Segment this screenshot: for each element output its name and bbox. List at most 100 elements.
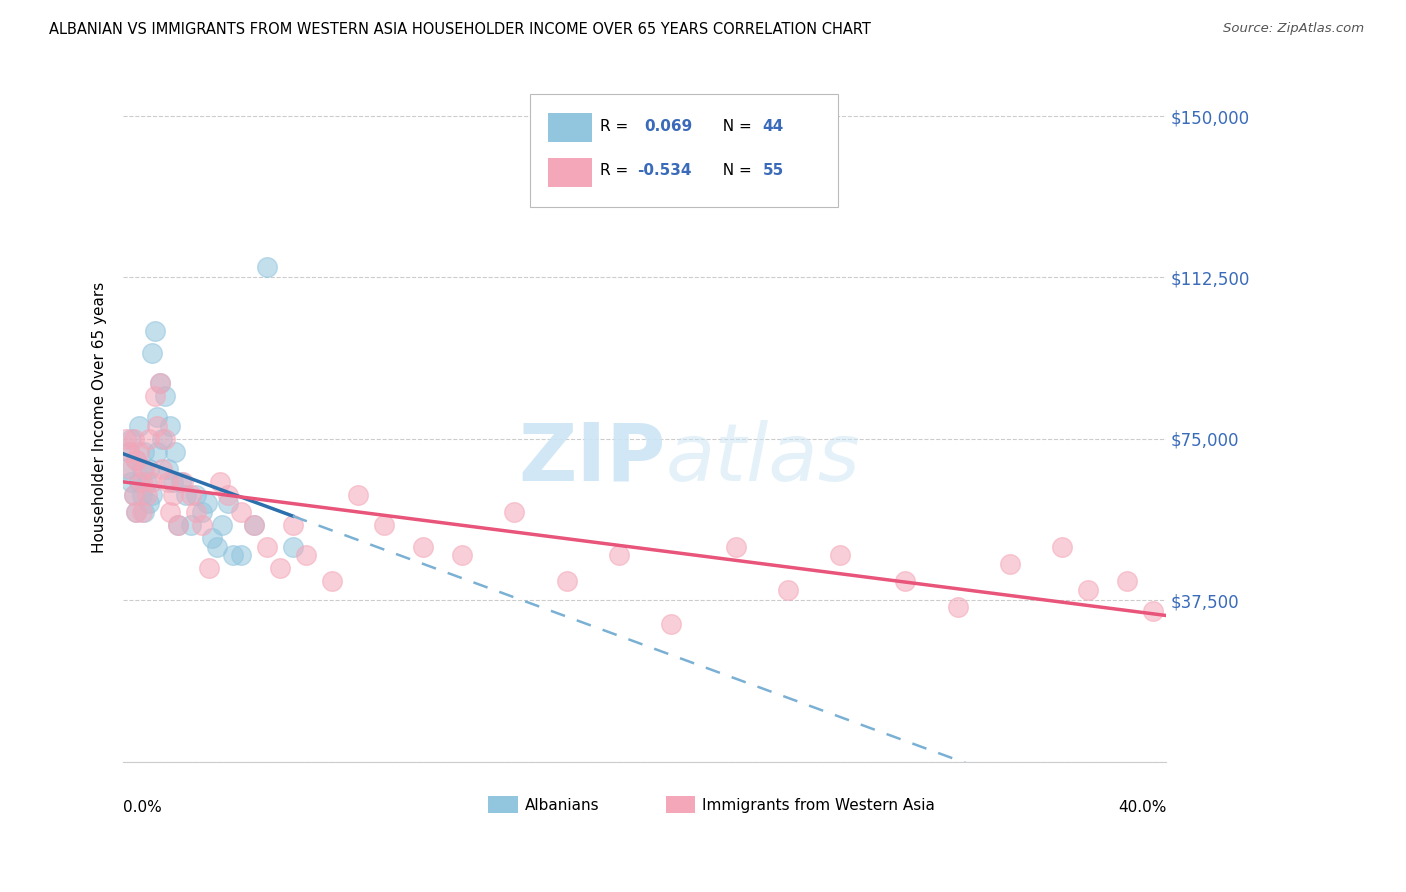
Point [141,475,163,489]
Point [159,505,181,519]
Point [208,475,231,489]
Point [117,445,139,459]
Text: R =: R = [600,119,638,134]
Point [281,540,304,554]
Text: 55: 55 [762,163,783,178]
Point [186,488,208,502]
Point [174,488,197,502]
Text: Immigrants from Western Asia: Immigrants from Western Asia [702,797,935,813]
Point [222,548,245,562]
Point [146,410,169,425]
Point [1050,540,1073,554]
Point [156,475,179,489]
Point [125,453,148,467]
Point [169,475,191,489]
Point [149,376,172,390]
Point [269,561,291,575]
Point [143,389,166,403]
Point [120,475,142,489]
Point [256,540,278,554]
Point [135,475,157,489]
Point [190,505,212,519]
Point [143,324,166,338]
Point [201,531,224,545]
Point [180,488,202,502]
Point [138,432,160,446]
Point [1077,582,1099,597]
Point [724,540,747,554]
Point [190,518,212,533]
Point [198,561,221,575]
Point [125,505,148,519]
Point [146,445,169,459]
Point [152,462,174,476]
Point [167,518,190,533]
Point [125,453,148,467]
Point [167,518,190,533]
Text: R =: R = [600,163,633,178]
Point [120,432,142,446]
Point [217,488,239,502]
Point [229,548,252,562]
Point [128,475,150,489]
Point [153,389,176,403]
Point [172,475,194,489]
Point [117,445,139,459]
Point [373,518,395,533]
Point [162,475,184,489]
Point [555,574,578,588]
Point [131,475,153,489]
Point [1142,604,1164,618]
Point [242,518,264,533]
Text: ZIP: ZIP [519,420,665,498]
Point [1116,574,1139,588]
Point [195,496,218,510]
Point [165,445,187,459]
Point [607,548,630,562]
Point [659,617,682,632]
Text: 0.0%: 0.0% [124,799,162,814]
Point [131,488,153,502]
Point [146,419,169,434]
Point [205,540,228,554]
Point [125,505,148,519]
Point [134,462,156,476]
Point [131,462,153,476]
Point [894,574,917,588]
Text: Albanians: Albanians [524,797,599,813]
Point [115,462,138,476]
FancyBboxPatch shape [548,158,592,186]
Text: atlas: atlas [665,420,860,498]
Point [156,462,179,476]
Point [162,488,184,502]
Point [131,505,153,519]
Text: 44: 44 [762,119,783,134]
Text: ALBANIAN VS IMMIGRANTS FROM WESTERN ASIA HOUSEHOLDER INCOME OVER 65 YEARS CORREL: ALBANIAN VS IMMIGRANTS FROM WESTERN ASIA… [49,22,872,37]
Point [778,582,800,597]
Point [128,419,150,434]
Point [122,432,145,446]
Point [128,445,150,459]
Point [159,419,181,434]
FancyBboxPatch shape [665,797,695,814]
Point [152,432,174,446]
Point [294,548,316,562]
Text: N =: N = [713,163,756,178]
Point [141,346,163,360]
Point [149,376,172,390]
Point [451,548,474,562]
Point [229,505,252,519]
Point [135,488,157,502]
Point [946,599,969,614]
Text: -0.534: -0.534 [637,163,692,178]
Point [412,540,434,554]
Point [503,505,526,519]
Point [830,548,852,562]
FancyBboxPatch shape [530,94,838,207]
Point [153,432,176,446]
Point [321,574,343,588]
Point [122,488,145,502]
Point [347,488,370,502]
FancyBboxPatch shape [548,113,592,142]
Point [138,462,160,476]
